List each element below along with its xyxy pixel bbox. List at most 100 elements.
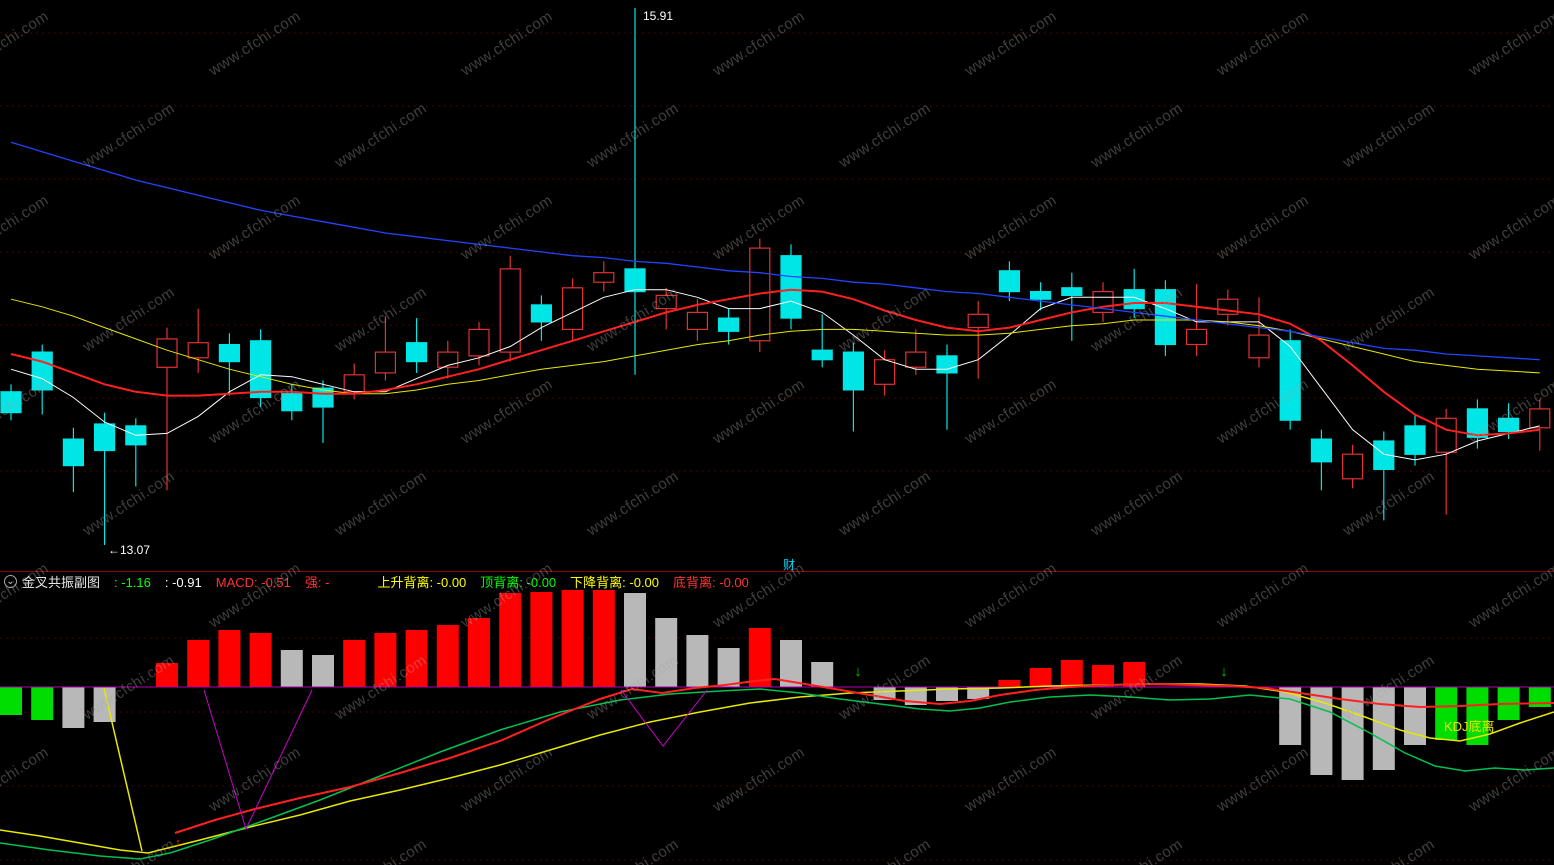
candle-body [1248, 334, 1270, 359]
histogram-bar [1123, 662, 1146, 687]
histogram-bar [748, 628, 771, 687]
histogram-bar [499, 593, 522, 687]
candle-body [0, 391, 22, 414]
indicator-value: 上升背离: -0.00 [377, 574, 467, 590]
candle-body [499, 268, 521, 353]
candle-body [218, 344, 240, 363]
candle-body [156, 338, 178, 368]
x-axis-bar: 财 [0, 555, 1554, 572]
divergence-line-magenta-2 [620, 689, 708, 747]
up-arrow-icon: ↑ [175, 837, 181, 849]
candle-body [1029, 291, 1052, 300]
indicator-title: 金叉共振副图 [22, 574, 101, 590]
indicator-value: MACD: -0.51 [215, 574, 291, 590]
candle-body [593, 272, 615, 283]
down-arrow-icon: ↓ [1220, 663, 1228, 680]
candle-body [406, 342, 428, 363]
candle-body [624, 268, 646, 293]
divergence-line-magenta-1 [203, 689, 313, 831]
histogram-bar [405, 630, 428, 687]
histogram-bar [998, 680, 1021, 687]
histogram-bar [343, 640, 366, 687]
candle-body [250, 340, 272, 399]
candle-body [1497, 417, 1520, 433]
indicator-right-label: KDJ底离 [1444, 719, 1495, 734]
histogram-bar [1435, 687, 1458, 740]
histogram-bar [592, 590, 615, 687]
candle-body [1123, 289, 1145, 310]
histogram-bar [312, 655, 334, 687]
kdj-j-line-green [0, 688, 1554, 860]
indicator-value: 强: - [304, 574, 330, 590]
indicator-header: ⌄ 金叉共振副图: -1.16: -0.91 MACD: -0.51 强: - 上升背… [0, 571, 1554, 590]
candle-body [842, 351, 865, 391]
histogram-bar [717, 648, 740, 687]
kdj-drop-segment-yellow [103, 687, 143, 852]
histogram-bar [468, 618, 490, 687]
histogram-bar [62, 687, 85, 728]
price-annotation: 15.91 [643, 9, 673, 23]
indicator-values: 金叉共振副图: -1.16: -0.91 MACD: -0.51 强: - 上升背离:… [22, 572, 763, 591]
ma-line-blue [10, 141, 1540, 361]
candle-body [1529, 408, 1551, 429]
candle-body [967, 313, 989, 329]
candle-body [343, 374, 365, 393]
histogram-bar [624, 593, 646, 687]
down-arrow-icon: ↓ [854, 663, 862, 680]
candle-body [374, 351, 396, 374]
histogram-bar [686, 635, 709, 687]
candlestick-chart[interactable]: 15.91 ←13.07 [0, 0, 1554, 555]
histogram-bar [811, 662, 834, 687]
collapse-icon[interactable]: ⌄ [4, 574, 17, 588]
histogram-bar [218, 630, 241, 687]
indicator-value: : -0.91 [164, 574, 202, 590]
histogram-bar [655, 618, 678, 687]
histogram-bar [561, 590, 584, 687]
x-axis-label: 财 [783, 558, 796, 572]
indicator-value: 顶背离: -0.00 [480, 574, 557, 590]
histogram-bar [374, 633, 397, 687]
candle-body [1310, 438, 1333, 463]
ma-line-yellow [10, 298, 1540, 395]
candle-body [686, 311, 709, 330]
histogram-bar [187, 640, 210, 687]
histogram-bar [530, 592, 553, 687]
candle-body [468, 328, 490, 357]
price-annotation: ←13.07 [108, 543, 150, 555]
indicator-value: 底背离: -0.00 [673, 574, 749, 590]
histogram-bar [436, 625, 459, 687]
histogram-bar [1092, 665, 1114, 687]
candle-body [1466, 408, 1489, 438]
candle-body [62, 438, 85, 467]
histogram-bar [280, 650, 303, 687]
candle-body [1435, 417, 1457, 453]
histogram-bar [1404, 687, 1426, 745]
indicator-chart[interactable]: ↓ ↓ ↑ KDJ底离 [0, 590, 1554, 865]
candle-body [281, 393, 303, 412]
ma-line-white [10, 289, 1540, 461]
candle-body [1373, 440, 1395, 470]
histogram-bar [1372, 687, 1395, 770]
candle-body [873, 359, 896, 385]
histogram-bar [31, 687, 54, 720]
histogram-bar [1466, 687, 1489, 745]
candle-body [780, 255, 802, 319]
histogram-bar [0, 687, 22, 715]
candle-body [1061, 287, 1083, 296]
candle-body [561, 287, 584, 330]
histogram-bar [249, 633, 272, 687]
candle-body [31, 351, 53, 391]
candle-body [1341, 453, 1364, 480]
histogram-bar [1029, 668, 1052, 687]
candle-body [437, 351, 459, 368]
histogram-bar [1310, 687, 1333, 775]
candle-body [530, 304, 553, 323]
candle-body [811, 349, 833, 361]
indicator-value: 下降背离: -0.00 [570, 574, 660, 590]
candle-body [717, 317, 740, 332]
candle-body [655, 294, 677, 310]
ma-line-red [10, 288, 1540, 437]
histogram-bar [936, 687, 958, 701]
histogram-bar [156, 663, 178, 687]
